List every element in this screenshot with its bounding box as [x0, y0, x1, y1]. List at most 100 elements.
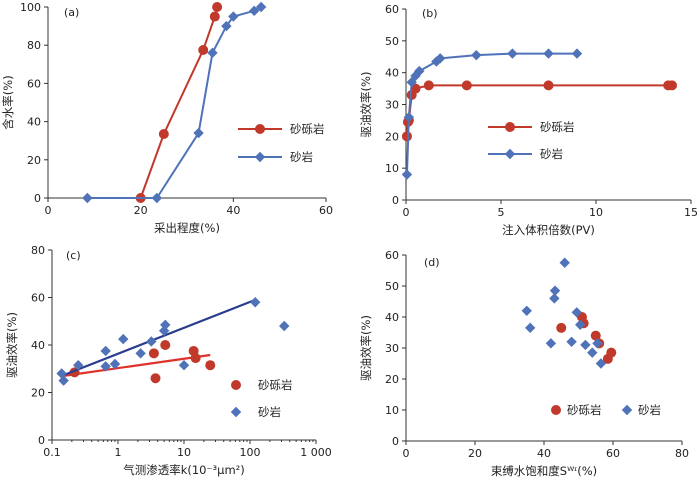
panel-1-y-tick-label: 40 [385, 67, 399, 80]
panel-3-tag: (d) [424, 256, 440, 269]
panel-0-tag: (a) [64, 6, 79, 19]
panel-1-series-1-point [471, 49, 482, 61]
panel-3-x-tick-label: 20 [468, 447, 482, 460]
panel-1-x-tick-label: 0 [403, 206, 410, 219]
panel-2-series-1-point [279, 320, 290, 332]
panel-3-x-tick-label: 0 [403, 447, 410, 460]
panel-1-series-1-point [403, 112, 415, 123]
panel-3-y-axis-title: 驱油效率(%) [359, 315, 373, 381]
panel-1-series-1-point [435, 53, 446, 64]
panel-2-series-0-point [205, 360, 216, 371]
panel-2-legend-1-label: 砂岩 [258, 405, 281, 419]
panel-0-y-tick-label: 20 [27, 154, 41, 167]
panel-1-legend-1-marker [504, 148, 516, 160]
panel-0-y-tick-label: 80 [27, 39, 41, 52]
panel-1-y-tick-label: 20 [385, 130, 399, 143]
panel-0-series-0-point [198, 44, 209, 55]
panel-1-y-tick-label: 50 [385, 35, 399, 48]
panel-0-y-tick-label: 0 [34, 192, 41, 205]
panel-2-series-1-point [250, 297, 261, 308]
panel-2-y-tick-label: 80 [31, 244, 45, 257]
panel-1-y-tick-label: 60 [385, 3, 399, 16]
panel-2-series-1-point [146, 336, 157, 347]
panel-0-series-0-point [158, 129, 169, 140]
panel-3-series-1-point [587, 347, 598, 358]
panel-3-series-1-point [559, 257, 570, 268]
panel-3-legend-1-marker [621, 404, 633, 416]
panel-0-series-1-line [87, 6, 262, 199]
panel-1-series-0-point [543, 80, 554, 91]
panel-1-series-1-point [431, 56, 442, 67]
panel-0-series-1-point [248, 5, 260, 17]
panel-2-series-1-point [178, 359, 190, 371]
panel-2-y-tick-label: 40 [31, 339, 45, 352]
panel-1-series-0-point [667, 80, 677, 91]
panel-1-y-tick-label: 30 [385, 99, 399, 112]
panel-1-x-axis-title: 注入体积倍数(PV) [502, 223, 595, 237]
panel-3-y-tick-label: 10 [385, 404, 399, 417]
panel-1-y-tick-label: 0 [392, 194, 399, 207]
panel-0-y-tick-label: 100 [20, 1, 41, 14]
panel-3-y-tick-label: 40 [385, 311, 399, 324]
panel-3-series-0-point [590, 330, 601, 341]
panel-1-x-tick-label: 5 [498, 206, 505, 219]
panel-2-series-1-point [160, 319, 171, 331]
panel-3-x-tick-label: 60 [606, 447, 620, 460]
panel-2-series-1-point [100, 361, 111, 372]
panel-2-series-0-trendline [63, 353, 211, 377]
panel-3-y-tick-label: 60 [385, 249, 399, 262]
panel-2-series-0-point [148, 348, 159, 359]
panel-0-x-tick-label: 20 [134, 204, 148, 217]
panel-1-x-tick-label: 10 [589, 206, 603, 219]
panel-2-series-1-point [100, 345, 111, 357]
panel-0-series-1-point [228, 11, 239, 22]
panel-2-legend-0-marker [231, 380, 241, 390]
panel-2-legend-0-label: 砂砾岩 [258, 378, 293, 392]
panel-0-series-1-point [193, 127, 204, 139]
panel-2-series-1-point [58, 375, 69, 386]
panel-1-y-tick-label: 10 [385, 162, 399, 175]
panel-0-series-1-point [221, 20, 232, 32]
panel-3-series-0-point [556, 322, 567, 333]
panel-1-series-1-point [543, 48, 554, 59]
panel-2-tag: (c) [66, 249, 81, 262]
panel-0-y-tick-label: 40 [27, 116, 41, 129]
panel-1-legend-1-label: 砂岩 [540, 147, 563, 161]
panel-0-legend-1-label: 砂岩 [290, 150, 313, 164]
panel-3-series-1-point [580, 339, 591, 351]
panel-0-x-tick-label: 40 [226, 204, 240, 217]
panel-2-x-tick-label: 1 000 [300, 446, 332, 459]
panel-0-x-tick-label: 0 [45, 204, 52, 217]
panel-0-series-0-point [209, 11, 220, 22]
panel-0-legend-0-marker [255, 124, 265, 134]
panel-2-legend-1-marker [230, 406, 242, 418]
panel-3-series-1-point [549, 293, 560, 304]
panel-3-series-1-point [545, 338, 557, 349]
panel-1-x-tick-label: 15 [684, 206, 698, 219]
panel-1-series-0-point [461, 80, 472, 91]
panel-2-x-tick-label: 0.1 [43, 446, 61, 459]
panel-0-series-1-point [207, 47, 218, 59]
panel-0-series-0-line [139, 6, 219, 199]
panel-2-series-1-point [135, 348, 146, 359]
panel-2-series-1-point [56, 368, 67, 379]
panel-1-series-1-point [571, 48, 583, 59]
panel-2-y-tick-label: 0 [38, 434, 45, 447]
panel-3-y-tick-label: 50 [385, 280, 399, 293]
panel-2-x-tick-label: 100 [240, 446, 261, 459]
panel-2-y-tick-label: 20 [31, 387, 45, 400]
panel-1-series-1-point [414, 65, 425, 77]
panel-3-x-tick-label: 40 [537, 447, 551, 460]
panel-2-series-1-trendline [61, 298, 256, 377]
panel-3-legend-1-label: 砂岩 [638, 403, 661, 417]
panel-2-series-1-point [73, 359, 84, 371]
panel-3-x-tick-label: 80 [675, 447, 689, 460]
panel-2-x-tick-label: 10 [177, 446, 191, 459]
panel-1-legend-0-marker [505, 122, 515, 132]
panel-3-series-1-point [525, 322, 536, 334]
panel-0-y-axis-title: 含水率(%) [1, 75, 15, 129]
panel-3-y-tick-label: 20 [385, 373, 399, 386]
panel-3-series-1-point [549, 285, 561, 296]
panel-2-y-axis-title: 驱油效率(%) [5, 312, 19, 378]
panel-3-series-1-point [592, 338, 603, 349]
